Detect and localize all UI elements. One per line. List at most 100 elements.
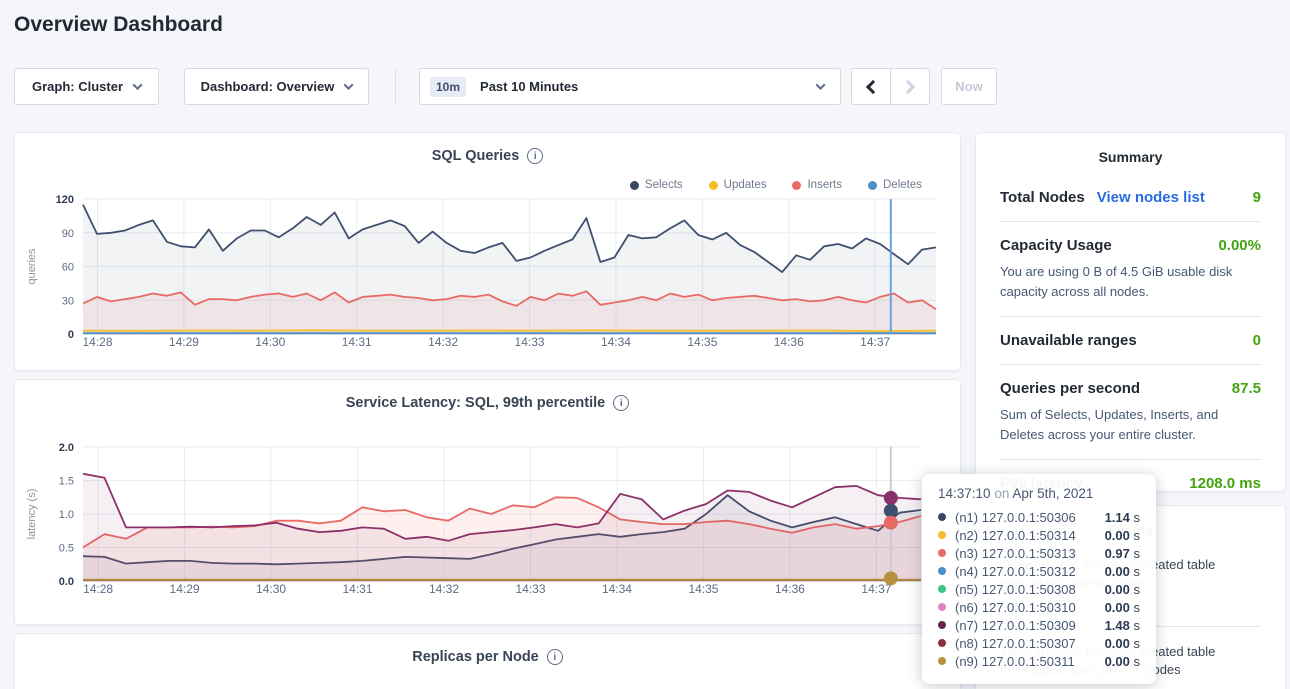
series-color-dot: [938, 549, 946, 557]
info-icon[interactable]: i: [527, 148, 543, 164]
tooltip-rows: (n1) 127.0.0.1:503061.14 s(n2) 127.0.0.1…: [938, 508, 1140, 670]
chart-title: Replicas per Node: [412, 649, 539, 665]
summary-label: Capacity Usage: [1000, 237, 1112, 254]
tooltip-node-label: (n1) 127.0.0.1:50306: [955, 510, 1076, 525]
tooltip-node-label: (n4) 127.0.0.1:50312: [955, 564, 1076, 579]
tooltip-row: (n6) 127.0.0.1:50310 0.00 s: [938, 598, 1140, 616]
svg-text:14:31: 14:31: [343, 582, 373, 596]
svg-text:14:28: 14:28: [83, 582, 113, 596]
time-range-label: Past 10 Minutes: [480, 79, 578, 94]
chevron-down-icon: [133, 80, 143, 90]
graph-dropdown[interactable]: Graph: Cluster: [14, 68, 159, 105]
page-title: Overview Dashboard: [14, 13, 223, 37]
svg-text:14:28: 14:28: [82, 335, 112, 349]
series-color-dot: [938, 621, 946, 629]
svg-text:14:35: 14:35: [688, 582, 718, 596]
svg-text:14:36: 14:36: [774, 335, 804, 349]
summary-value: 0: [1253, 332, 1261, 349]
series-color-dot: [938, 567, 946, 575]
chart-title: SQL Queries: [432, 148, 520, 164]
sql-queries-card: SQL Queries i SelectsUpdatesInsertsDelet…: [14, 132, 961, 371]
dashboard-dropdown[interactable]: Dashboard: Overview: [184, 68, 369, 105]
now-button[interactable]: Now: [941, 68, 997, 105]
overview-dashboard-page: Overview Dashboard Graph: Cluster Dashbo…: [0, 0, 1290, 689]
chart-hover-tooltip: 14:37:10 on Apr 5th, 2021 (n1) 127.0.0.1…: [922, 474, 1156, 684]
controls-divider: [395, 68, 396, 105]
tooltip-timestamp: 14:37:10 on Apr 5th, 2021: [938, 486, 1140, 501]
tooltip-row: (n5) 127.0.0.1:503080.00 s: [938, 580, 1140, 598]
svg-text:14:32: 14:32: [429, 582, 459, 596]
tooltip-value: 1.14 s: [1105, 510, 1140, 525]
summary-description: Sum of Selects, Updates, Inserts, and De…: [1000, 405, 1261, 444]
info-icon[interactable]: i: [547, 649, 563, 665]
svg-text:0: 0: [68, 329, 74, 341]
chevron-right-icon: [901, 79, 915, 93]
service-latency-chart[interactable]: 14:2814:2914:3014:3114:3214:3314:3414:35…: [15, 436, 962, 619]
tooltip-row: (n3) 127.0.0.1:503130.97 s: [938, 544, 1140, 562]
summary-label: Queries per second: [1000, 380, 1140, 397]
svg-text:14:29: 14:29: [170, 582, 200, 596]
tooltip-row: (n7) 127.0.0.1:50309 1.48 s: [938, 616, 1140, 634]
series-color-dot: [938, 657, 946, 665]
summary-divider: [1000, 364, 1261, 365]
svg-text:14:31: 14:31: [342, 335, 372, 349]
sql-queries-chart[interactable]: 14:2814:2914:3014:3114:3214:3314:3414:35…: [15, 189, 962, 372]
graph-dropdown-label: Graph: Cluster: [32, 79, 123, 94]
time-next-button[interactable]: [890, 68, 930, 105]
svg-text:1.0: 1.0: [59, 509, 74, 521]
tooltip-value: 1.48 s: [1105, 618, 1140, 633]
chevron-left-icon: [866, 79, 880, 93]
summary-rows: Total Nodes View nodes list 9 Capacity Usag…: [1000, 189, 1261, 492]
summary-label: Unavailable ranges: [1000, 332, 1137, 349]
tooltip-row: (n9) 127.0.0.1:503110.00 s: [938, 652, 1140, 670]
series-color-dot: [938, 513, 946, 521]
svg-text:14:29: 14:29: [169, 335, 199, 349]
tooltip-node-label: (n2) 127.0.0.1:50314: [955, 528, 1076, 543]
tooltip-value: 0.00 s: [1105, 564, 1140, 579]
summary-description: You are using 0 B of 4.5 GiB usable disk…: [1000, 262, 1261, 301]
svg-text:14:33: 14:33: [515, 335, 545, 349]
tooltip-row: (n4) 127.0.0.1:50312 0.00 s: [938, 562, 1140, 580]
tooltip-node-label: (n7) 127.0.0.1:50309: [955, 618, 1076, 633]
svg-text:60: 60: [62, 262, 74, 274]
info-icon[interactable]: i: [613, 395, 629, 411]
svg-text:2.0: 2.0: [59, 442, 74, 454]
summary-divider: [1000, 459, 1261, 460]
series-color-dot: [938, 603, 946, 611]
chevron-down-icon: [816, 80, 826, 90]
dashboard-dropdown-label: Dashboard: Overview: [201, 79, 335, 94]
time-range-badge: 10m: [430, 77, 466, 97]
summary-divider: [1000, 221, 1261, 222]
tooltip-value: 0.00 s: [1105, 582, 1140, 597]
tooltip-node-label: (n6) 127.0.0.1:50310: [955, 600, 1076, 615]
time-range-selector[interactable]: 10m Past 10 Minutes: [419, 68, 841, 105]
tooltip-value: 0.00 s: [1105, 654, 1140, 669]
summary-value: 0.00%: [1218, 237, 1261, 254]
svg-text:14:37: 14:37: [860, 335, 890, 349]
tooltip-row: (n1) 127.0.0.1:50306 1.14 s: [938, 508, 1140, 526]
svg-text:14:30: 14:30: [255, 335, 285, 349]
summary-row: Total Nodes View nodes list 9: [1000, 189, 1261, 206]
svg-text:14:32: 14:32: [428, 335, 458, 349]
summary-value: 1208.0 ms: [1189, 475, 1261, 492]
summary-divider: [1000, 316, 1261, 317]
summary-label: Total Nodes: [1000, 189, 1085, 206]
svg-text:14:34: 14:34: [602, 582, 632, 596]
tooltip-row: (n2) 127.0.0.1:50314 0.00 s: [938, 526, 1140, 544]
service-latency-card: Service Latency: SQL, 99th percentile i …: [14, 379, 961, 625]
view-nodes-list-link[interactable]: View nodes list: [1097, 189, 1205, 206]
svg-text:latency (s): latency (s): [26, 489, 38, 540]
summary-row: Queries per second87.5Sum of Selects, Up…: [1000, 380, 1261, 444]
series-color-dot: [938, 639, 946, 647]
summary-value: 9: [1253, 189, 1261, 206]
replicas-per-node-card: Replicas per Node i: [14, 633, 961, 689]
svg-text:0.5: 0.5: [59, 543, 74, 555]
tooltip-value: 0.00 s: [1105, 636, 1140, 651]
svg-text:queries: queries: [26, 248, 38, 285]
svg-text:1.5: 1.5: [59, 476, 74, 488]
tooltip-node-label: (n8) 127.0.0.1:50307: [955, 636, 1076, 651]
time-prev-button[interactable]: [851, 68, 891, 105]
tooltip-value: 0.00 s: [1105, 600, 1140, 615]
tooltip-value: 0.00 s: [1105, 528, 1140, 543]
summary-row: Unavailable ranges 0: [1000, 332, 1261, 349]
